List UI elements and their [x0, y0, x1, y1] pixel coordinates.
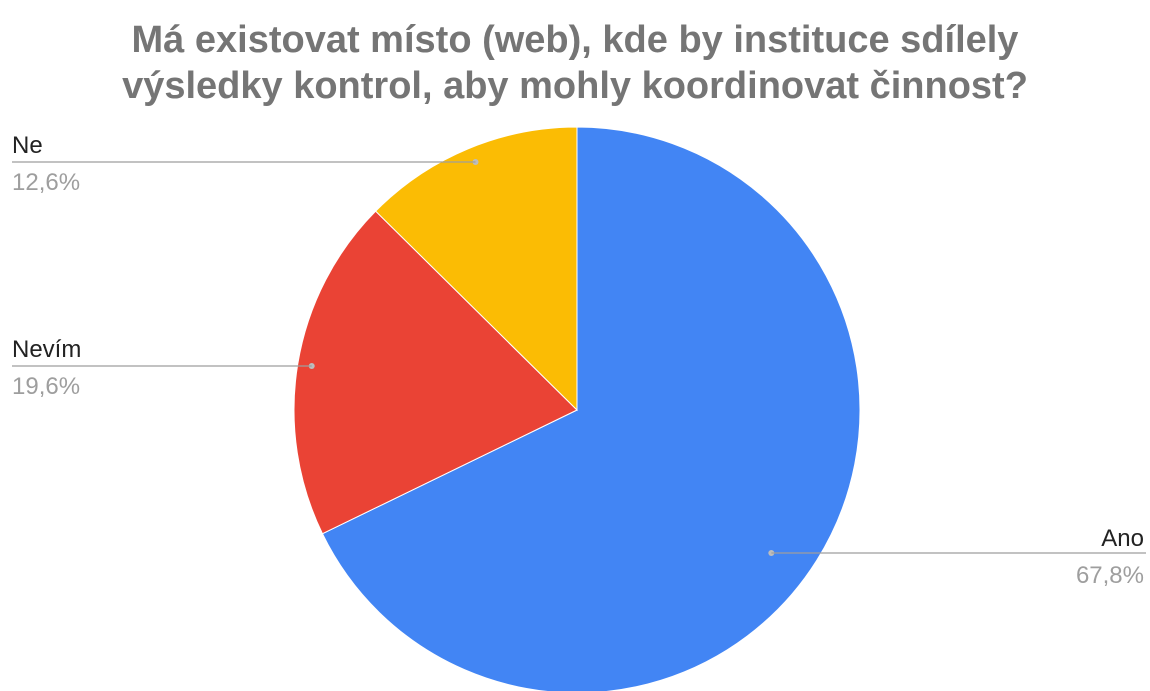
slice-value-ano: 67,8% [1076, 562, 1144, 589]
slice-label-ne: Ne [12, 132, 43, 159]
chart-title-line-2: výsledky kontrol, aby mohly koordinovat … [122, 65, 1028, 107]
slice-value-ne: 12,6% [12, 169, 80, 196]
slice-label-nevim: Nevím [12, 336, 81, 363]
chart-title-line-1: Má existovat místo (web), kde by institu… [132, 19, 1019, 61]
pie-slice-ne [374, 126, 578, 412]
slice-value-nevim: 19,6% [12, 373, 80, 400]
pie-slice-nevim [293, 210, 578, 535]
pie-labels: Ano 67,8% Nevím 19,6% Ne 12,6% [12, 132, 1146, 589]
slice-label-ano: Ano [1101, 525, 1144, 552]
pie-slice-ano [321, 126, 861, 691]
pie-slices [293, 126, 861, 691]
